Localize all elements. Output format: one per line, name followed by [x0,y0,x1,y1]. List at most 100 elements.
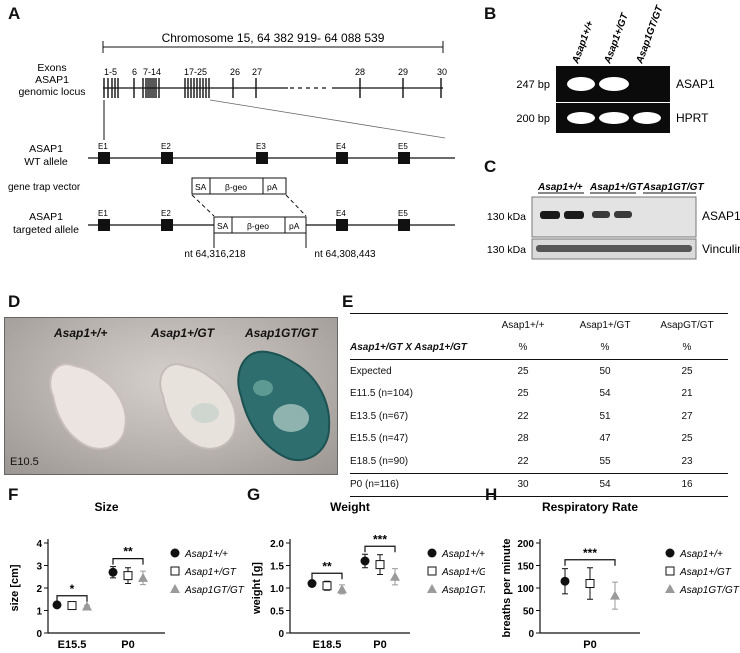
y-tick-label: 0 [528,629,534,640]
x-tick-label: P0 [121,639,134,651]
data-point-circle [307,579,317,588]
svg-text:Asap1GT/GT: Asap1GT/GT [634,4,666,66]
svg-text:SA: SA [217,221,229,231]
y-tick-label: 200 [517,539,534,550]
y-tick-label: 1 [36,607,42,618]
legend-marker [427,584,437,593]
panel-letter-f: F [8,485,19,504]
exon-box [336,152,348,164]
legend-marker [170,566,180,576]
legend-marker [427,548,437,558]
data-point-triangle [138,572,148,582]
svg-text:200 bp: 200 bp [516,113,550,125]
exon-box [161,152,173,164]
data-point-circle [108,567,118,577]
y-tick-label: 2.0 [270,539,284,550]
embryo-genotype-label: Asap1+/+ [54,326,108,340]
svg-text:E4: E4 [336,209,346,218]
legend-label: Asap1+/+ [184,549,228,560]
svg-text:HPRT: HPRT [676,111,709,125]
exon-name: E5 [398,142,408,151]
data-point-circle [360,556,370,566]
x-tick-label: P0 [583,639,596,651]
legend-label: Asap1GT/GT [441,585,485,596]
exon-label: 1-5 [104,67,117,77]
chart-title: Weight [330,500,370,514]
significance-label: ** [123,545,133,559]
exon-box [98,152,110,164]
genomic-locus-label: genomic locus [18,86,85,98]
exons-label: Exons [37,62,66,74]
exon-label: 29 [398,67,408,77]
pcr-gel: Asap1+/+ Asap1+/GT Asap1GT/GT 247 bp 200… [516,4,715,133]
y-tick-label: 0.5 [270,607,284,618]
y-tick-label: 50 [523,607,535,618]
y-tick-label: 3 [36,562,42,573]
chromosome-label: Chromosome 15, 64 382 919- 64 088 539 [162,31,385,45]
table-row: E15.5 (n=47) 28 47 25 [350,433,693,445]
exon-label: 26 [230,67,240,77]
legend-marker [170,584,180,593]
svg-text:Asap1+/+: Asap1+/+ [537,182,583,193]
data-point-circle [560,576,570,586]
table-header: Asap1+/+ Asap1+/GT AsapGT/GT [501,319,714,331]
genomic-locus-line [103,78,443,98]
svg-text:Asap1+/GT: Asap1+/GT [589,182,643,193]
respiratory-rate-chart: Respiratory Rate breaths per minute 0 50 100… [501,500,740,651]
western-blot: Asap1+/+ Asap1+/GT Asap1GT/GT 130 kDa 13… [487,182,740,260]
data-point-circle [52,600,62,610]
table-row: E18.5 (n=90) 22 55 23 [350,450,728,473]
legend-label: Asap1+/GT [679,567,732,578]
y-axis-label: size [cm] [9,564,21,611]
exon-label: 27 [252,67,262,77]
y-tick-label: 2 [36,584,42,595]
y-tick-label: 1.5 [270,562,284,573]
y-tick-label: 0 [278,629,284,640]
data-point-square [67,601,77,611]
exon-label: 7-14 [143,67,161,77]
data-point-triangle [337,584,347,594]
exon-label: 6 [132,67,137,77]
exon-box [256,152,268,164]
table-row: Expected 25 50 25 [350,365,693,377]
data-point-square [375,560,385,570]
gene-locus-diagram: Chromosome 15, 64 382 919- 64 088 539 1-… [8,31,455,260]
svg-text:Asap1GT/GT: Asap1GT/GT [642,182,704,193]
significance-label: ** [322,559,332,573]
legend-marker [170,548,180,558]
panel-letter-g: G [247,485,261,504]
gene-trap-vector-label: gene trap vector [8,182,81,193]
wt-allele-label: ASAP1 [29,143,63,155]
exon-name: E4 [336,142,346,151]
asap1-label: ASAP1 [35,74,69,86]
legend-marker [665,584,675,593]
table-row: Asap1+/GT X Asap1+/GT % % % [350,337,728,360]
legend-marker [427,566,437,576]
chart-title: Size [94,500,118,514]
significance-label: *** [583,546,597,560]
svg-text:β-geo: β-geo [225,182,247,192]
legend-label: Asap1+/GT [184,567,237,578]
exon-name: E1 [98,142,108,151]
x-tick-label: E18.5 [313,639,342,651]
svg-text:ASAP1: ASAP1 [676,77,715,91]
significance-bracket [564,559,616,566]
table-row: E11.5 (n=104) 25 54 21 [350,388,693,400]
significance-bracket [311,572,343,580]
svg-text:130 kDa: 130 kDa [487,211,526,223]
chart-title: Respiratory Rate [542,500,638,514]
size-chart: Size size [cm] 0 1 2 3 4 E15.5 * P0 ** Asap1+/+ Asap… [9,500,245,651]
nt-left-label: nt 64,316,218 [184,249,246,260]
legend-marker [665,566,675,576]
targeted-allele-label: targeted allele [13,224,79,236]
data-point-triangle [390,571,400,581]
significance-bracket [56,595,88,602]
inserted-vector-box [213,216,307,234]
data-point-square [585,579,595,588]
svg-text:ASAP1: ASAP1 [702,209,740,223]
data-point-triangle [610,590,620,600]
exon-label: 28 [355,67,365,77]
data-point-triangle [82,601,92,611]
embryo-genotype-label: Asap1GT/GT [245,326,318,340]
significance-label: *** [373,532,387,546]
